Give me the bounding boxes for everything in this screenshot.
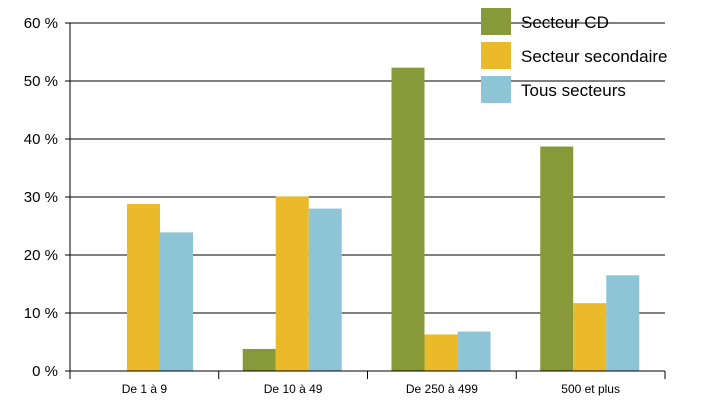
x-axis: De 1 à 9 De 10 à 49 De 250 à 499 500 et plu…: [65, 23, 666, 396]
x-tick-label: 500 et plus: [561, 382, 620, 396]
y-tick-label: 50 %: [24, 73, 58, 90]
bar: [573, 303, 607, 371]
y-tick-label: 40 %: [24, 131, 58, 148]
x-tick-label: De 10 à 49: [264, 382, 323, 396]
x-tick-label: De 1 à 9: [122, 382, 168, 396]
bar: [424, 334, 458, 371]
y-tick-label: 10 %: [24, 305, 58, 322]
bar: [242, 348, 276, 371]
y-tick-label: 30 %: [24, 189, 58, 206]
x-tick-label: De 250 à 499: [406, 382, 478, 396]
y-tick-label: 60 %: [24, 15, 58, 32]
y-axis-tick-labels: 0 % 10 % 20 % 30 % 40 % 50 % 60 %: [24, 15, 58, 380]
bar: [606, 275, 640, 371]
legend: Secteur CD Secteur secondaire Tous secteur…: [481, 8, 667, 103]
bars: [127, 67, 640, 371]
legend-swatch: [481, 8, 511, 35]
y-tick-label: 0 %: [32, 363, 58, 380]
bar: [127, 203, 160, 371]
bar: [160, 232, 193, 371]
legend-swatch: [481, 42, 511, 69]
bar: [275, 196, 309, 371]
legend-swatch: [481, 76, 511, 103]
bar: [308, 208, 342, 371]
bar: [457, 331, 491, 371]
legend-label: Secteur secondaire: [521, 47, 667, 66]
bar: [391, 67, 425, 371]
bar: [540, 146, 574, 371]
legend-label: Secteur CD: [521, 13, 609, 32]
legend-label: Tous secteurs: [521, 81, 626, 100]
y-tick-label: 20 %: [24, 247, 58, 264]
